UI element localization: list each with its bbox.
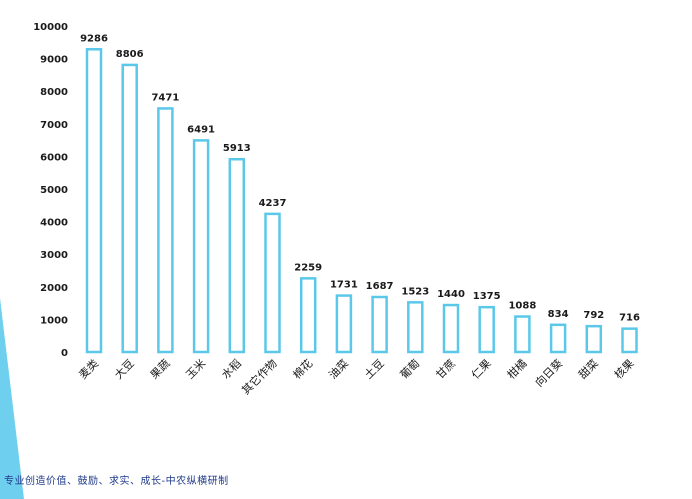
bar-series (85, 48, 638, 354)
y-axis: 0 1000 2000 3000 4000 5000 6000 7000 8000 9000 100… (33, 22, 68, 359)
bar-value-label: 716 (619, 313, 640, 324)
y-tick-label: 4000 (40, 218, 68, 229)
bar (621, 327, 638, 354)
bar (157, 107, 174, 354)
x-tick-label: 其它作物 (239, 356, 280, 397)
x-tick-label: 玉米 (183, 357, 208, 382)
bar-value-label: 1088 (508, 301, 536, 312)
y-tick-label: 9000 (40, 55, 68, 66)
bar (371, 295, 388, 354)
x-tick-label: 柑橘 (504, 356, 529, 381)
y-tick-label: 10000 (33, 22, 68, 33)
x-tick-label: 棉花 (290, 356, 315, 381)
bar (335, 294, 353, 354)
bar (299, 277, 317, 354)
y-tick-label: 8000 (40, 87, 68, 98)
bar (264, 212, 281, 354)
bar (514, 315, 531, 354)
y-tick-label: 7000 (40, 120, 68, 131)
x-tick-label: 水稻 (219, 357, 244, 382)
x-tick-label: 甘蔗 (433, 357, 458, 382)
x-tick-label: 仁果 (469, 357, 494, 382)
x-tick-label: 甜菜 (576, 357, 601, 382)
bar-value-label: 1687 (366, 281, 394, 292)
bar-value-label: 6491 (187, 124, 215, 135)
bar-value-label: 2259 (294, 262, 322, 273)
x-tick-label: 油菜 (326, 356, 351, 381)
bar (192, 139, 210, 354)
bar-value-label: 9286 (80, 33, 108, 44)
bar-value-label: 1523 (401, 286, 429, 297)
bar-value-label: 8806 (116, 49, 144, 60)
x-tick-label: 向日葵 (532, 356, 565, 389)
bar (585, 324, 603, 354)
bar-value-label: 792 (583, 310, 604, 321)
data-labels: 9286 8806 7471 6491 5913 4237 2259 1731 1687 1523… (80, 33, 640, 323)
x-tick-label: 果蔬 (148, 357, 173, 382)
bar (549, 323, 567, 354)
y-tick-label: 1000 (40, 315, 68, 326)
x-tick-label: 核果 (611, 356, 636, 381)
bar-value-label: 1731 (330, 280, 358, 291)
y-tick-label: 3000 (40, 250, 68, 261)
x-tick-label: 大豆 (111, 356, 136, 381)
bar (228, 157, 246, 354)
bar-value-label: 7471 (151, 92, 179, 103)
bar (407, 301, 424, 354)
x-tick-label: 葡萄 (398, 357, 423, 382)
bar-value-label: 1375 (473, 291, 501, 302)
bar-value-label: 4237 (259, 198, 287, 209)
y-tick-label: 6000 (40, 152, 68, 163)
bar (442, 303, 460, 354)
bar (85, 48, 103, 354)
x-tick-label: 麦类 (76, 356, 101, 381)
decorative-corner-shape (0, 298, 24, 499)
bar (121, 63, 138, 354)
bar (478, 305, 495, 354)
y-tick-label: 0 (61, 348, 68, 359)
y-tick-label: 2000 (40, 283, 68, 294)
y-tick-label: 5000 (40, 185, 68, 196)
bar-value-label: 834 (548, 309, 569, 320)
bar-value-label: 1440 (437, 289, 465, 300)
footer-slogan: 专业创造价值、鼓励、求实、成长-中农纵横研制 (4, 476, 229, 487)
bar-value-label: 5913 (223, 143, 251, 154)
x-tick-label: 土豆 (362, 357, 387, 382)
